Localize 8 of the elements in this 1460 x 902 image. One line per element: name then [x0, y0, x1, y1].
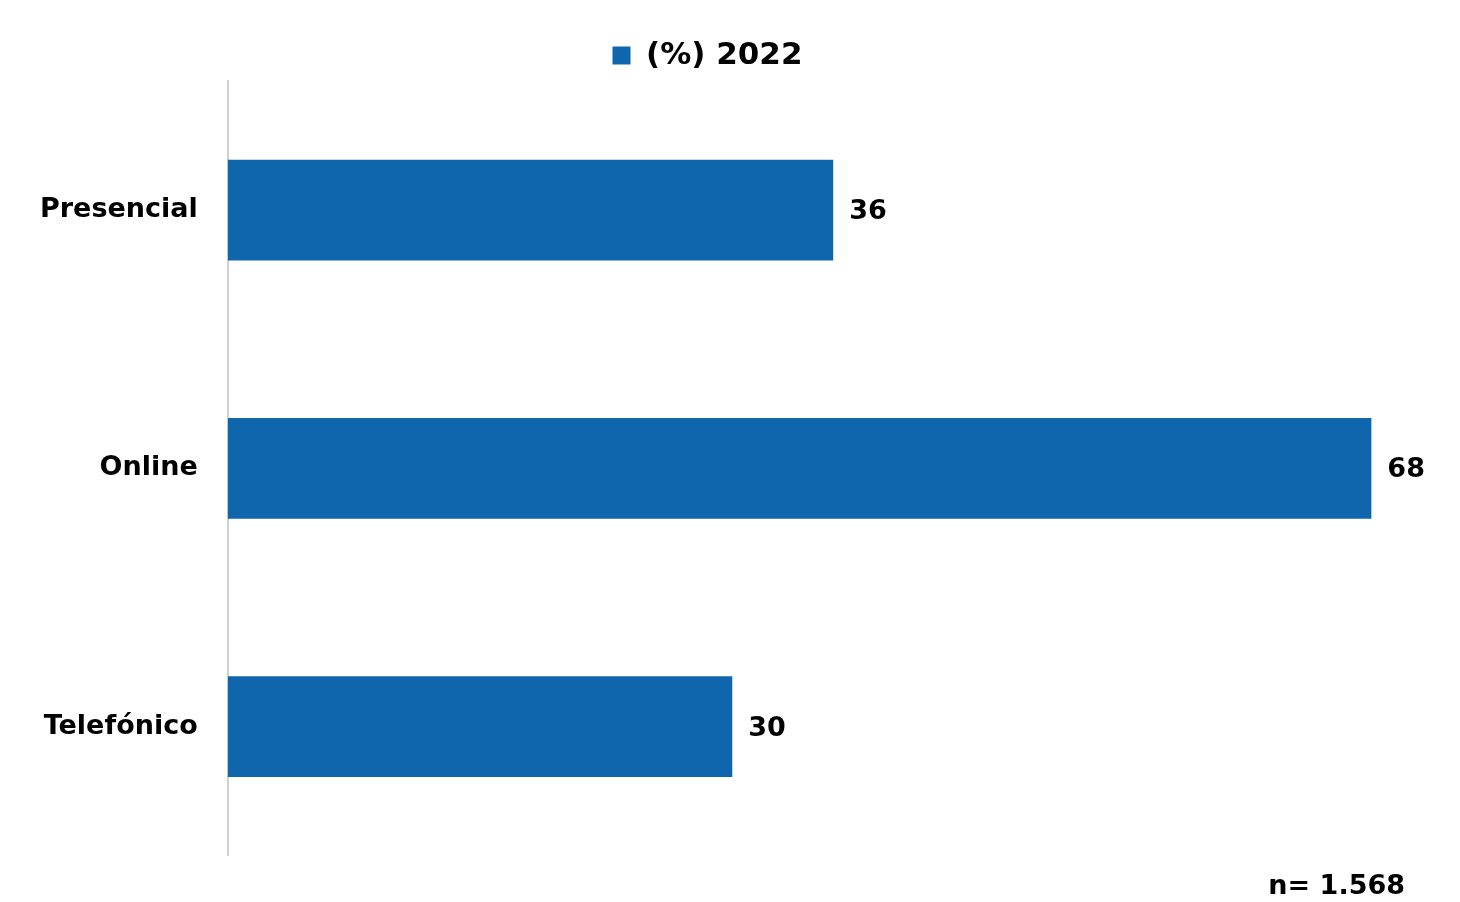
y-tick-label: Telefónico [43, 708, 198, 740]
data-label: 68 [1387, 452, 1425, 484]
data-label: 30 [748, 710, 786, 742]
data-label: 36 [849, 194, 887, 226]
text: n= 1.568 [1268, 868, 1405, 900]
y-tick-label: Presencial [39, 192, 198, 224]
legend-label: (%) 2022 [646, 34, 803, 71]
y-tick-label: Online [99, 450, 198, 482]
